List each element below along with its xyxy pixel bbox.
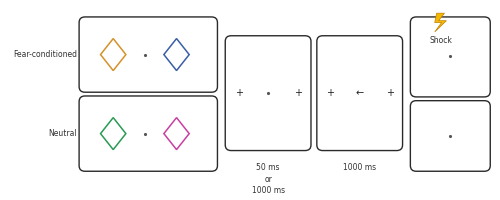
Text: +: + [326, 88, 334, 98]
Text: Neutral: Neutral [48, 129, 77, 138]
FancyBboxPatch shape [79, 96, 218, 171]
FancyBboxPatch shape [79, 17, 218, 92]
Polygon shape [434, 13, 446, 32]
Text: 50 ms
or
1000 ms: 50 ms or 1000 ms [252, 163, 284, 195]
Text: Fear-conditioned: Fear-conditioned [13, 50, 77, 59]
Text: 1000 ms: 1000 ms [343, 163, 376, 172]
Text: ←: ← [356, 88, 364, 98]
FancyBboxPatch shape [410, 17, 490, 97]
FancyBboxPatch shape [317, 36, 402, 151]
FancyBboxPatch shape [410, 101, 490, 171]
Text: +: + [235, 88, 243, 98]
Text: +: + [386, 88, 394, 98]
Text: +: + [294, 88, 302, 98]
FancyBboxPatch shape [225, 36, 311, 151]
Text: Shock: Shock [429, 36, 452, 45]
